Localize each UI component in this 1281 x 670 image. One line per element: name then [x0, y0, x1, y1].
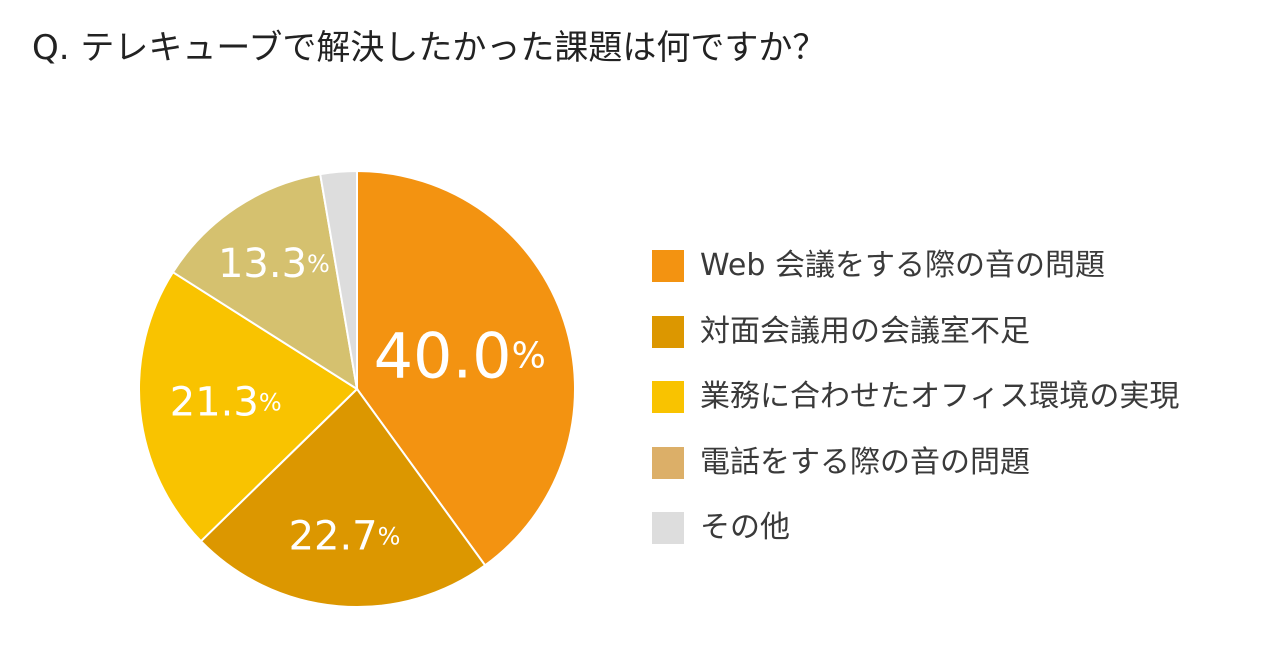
legend-swatch [652, 512, 684, 544]
pie-data-labels: 40.0% 22.7% 21.3% 13.3% [170, 241, 546, 559]
legend-label: 業務に合わせたオフィス環境の実現 [700, 379, 1180, 414]
legend-label: Web 会議をする際の音の問題 [700, 248, 1105, 283]
pie-data-label: 21.3% [170, 380, 282, 426]
pie-data-label: 22.7% [289, 514, 401, 560]
pie-slice [171, 172, 359, 392]
legend: Web 会議をする際の音の問題 対面会議用の会議室不足 業務に合わせたオフィス環… [652, 244, 1179, 572]
pie-data-label: 13.3% [218, 241, 330, 287]
pie-slice [356, 169, 577, 567]
pie-data-label: 40.0% [374, 319, 546, 392]
legend-item: 対面会議用の会議室不足 [652, 310, 1179, 354]
pie-slices [138, 169, 577, 608]
legend-swatch [652, 446, 684, 479]
pie-slice [138, 270, 359, 543]
chart-title: Q. テレキューブで解決したかった課題は何ですか？ [32, 28, 827, 68]
legend-item: 電話をする際の音の問題 [652, 441, 1179, 485]
legend-label: その他 [700, 510, 790, 545]
legend-label: 電話をする際の音の問題 [700, 444, 1030, 480]
pie-slice [199, 387, 487, 608]
pie-slice [319, 169, 358, 390]
legend-item: その他 [652, 506, 1179, 550]
legend-swatch [652, 315, 684, 348]
legend-item: Web 会議をする際の音の問題 [652, 244, 1179, 288]
legend-label: 対面会議用の会議室不足 [700, 313, 1030, 349]
legend-swatch [652, 250, 684, 282]
legend-swatch [652, 381, 684, 413]
legend-item: 業務に合わせたオフィス環境の実現 [652, 375, 1179, 419]
